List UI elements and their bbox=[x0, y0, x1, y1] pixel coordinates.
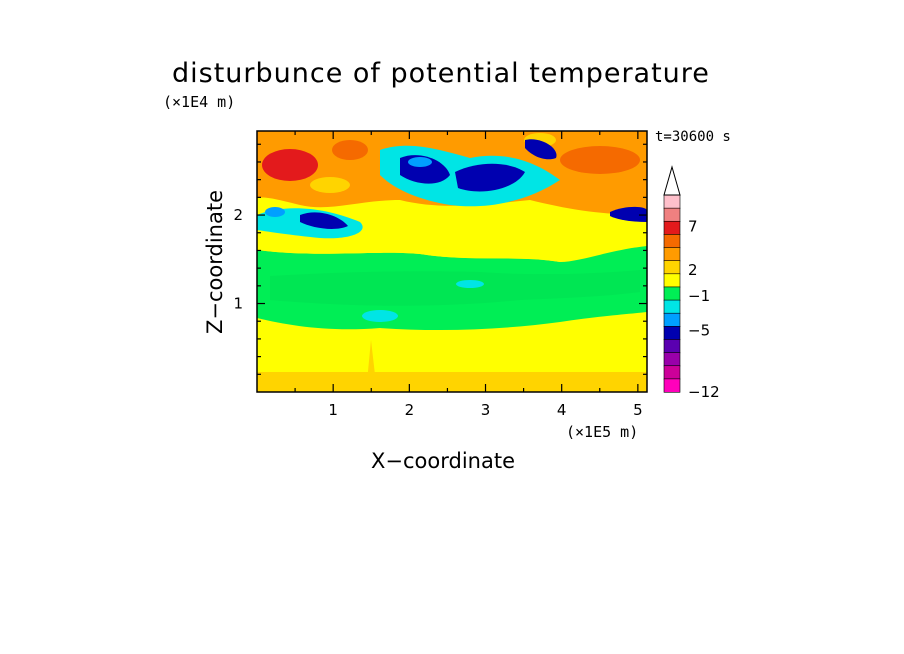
blue-region-3 bbox=[525, 139, 557, 160]
red-blob-1 bbox=[262, 149, 318, 181]
time-label: t=30600 s bbox=[655, 129, 731, 145]
lower-band-orange bbox=[257, 372, 647, 392]
colorbar-swatch bbox=[663, 194, 681, 209]
colorbar-label: 7 bbox=[688, 218, 698, 236]
colorbar-swatch bbox=[663, 220, 681, 235]
blue-region-2 bbox=[455, 163, 525, 192]
blue-region-4 bbox=[300, 212, 348, 229]
colorbar-swatch bbox=[663, 286, 681, 301]
x-tick-label: 2 bbox=[405, 401, 415, 419]
heatmap-field bbox=[257, 131, 647, 392]
y-tick-label: 2 bbox=[233, 206, 243, 224]
x-tick-label: 3 bbox=[481, 401, 491, 419]
x-tick-label: 1 bbox=[328, 401, 338, 419]
colorbar-swatch bbox=[663, 312, 681, 327]
yellow-blob-1 bbox=[310, 177, 350, 193]
colorbar-label: −12 bbox=[688, 383, 720, 401]
colorbar-swatch bbox=[663, 365, 681, 380]
blue-spot-2 bbox=[408, 157, 432, 167]
colorbar-swatch bbox=[663, 352, 681, 367]
chart-title: disturbunce of potential temperature bbox=[172, 58, 710, 89]
colorbar-swatch bbox=[663, 234, 681, 249]
x-axis-label: X−coordinate bbox=[371, 449, 515, 473]
blue-region-5 bbox=[610, 206, 647, 222]
colorbar-swatch bbox=[663, 339, 681, 354]
y-axis-multiplier: (×1E4 m) bbox=[163, 93, 236, 111]
colorbar-label: −1 bbox=[688, 287, 710, 305]
y-tick-label: 1 bbox=[233, 295, 243, 313]
colorbar-label: −5 bbox=[688, 321, 710, 339]
colorbar-swatch bbox=[663, 260, 681, 275]
colorbar-label: 2 bbox=[688, 261, 698, 279]
upper-yellow bbox=[257, 214, 647, 262]
x-tick-label: 4 bbox=[557, 401, 567, 419]
x-ticks: 1 2 3 4 5 bbox=[294, 131, 643, 419]
colorbar-swatch bbox=[663, 326, 681, 341]
x-tick-label: 5 bbox=[633, 401, 643, 419]
colorbar-swatch bbox=[663, 273, 681, 288]
colorbar: 7 2 −1 −5 −12 bbox=[663, 165, 720, 401]
blue-spot-1 bbox=[265, 207, 285, 217]
colorbar-extend-arrow bbox=[663, 165, 681, 196]
plot-frame bbox=[256, 130, 648, 393]
cyan-patch-1 bbox=[362, 310, 398, 322]
cyan-patch-2 bbox=[456, 280, 484, 288]
green-band-inner bbox=[270, 270, 640, 306]
colorbar-swatch bbox=[663, 247, 681, 262]
red-blob-3 bbox=[332, 140, 368, 160]
colorbar-swatch bbox=[663, 207, 681, 222]
plume bbox=[366, 340, 377, 392]
y-ticks: 12 bbox=[233, 143, 647, 375]
red-blob-2 bbox=[560, 146, 640, 174]
colorbar-swatch bbox=[663, 299, 681, 314]
colorbar-swatch bbox=[663, 378, 681, 393]
green-band bbox=[257, 246, 647, 330]
x-axis-multiplier: (×1E5 m) bbox=[566, 423, 639, 441]
